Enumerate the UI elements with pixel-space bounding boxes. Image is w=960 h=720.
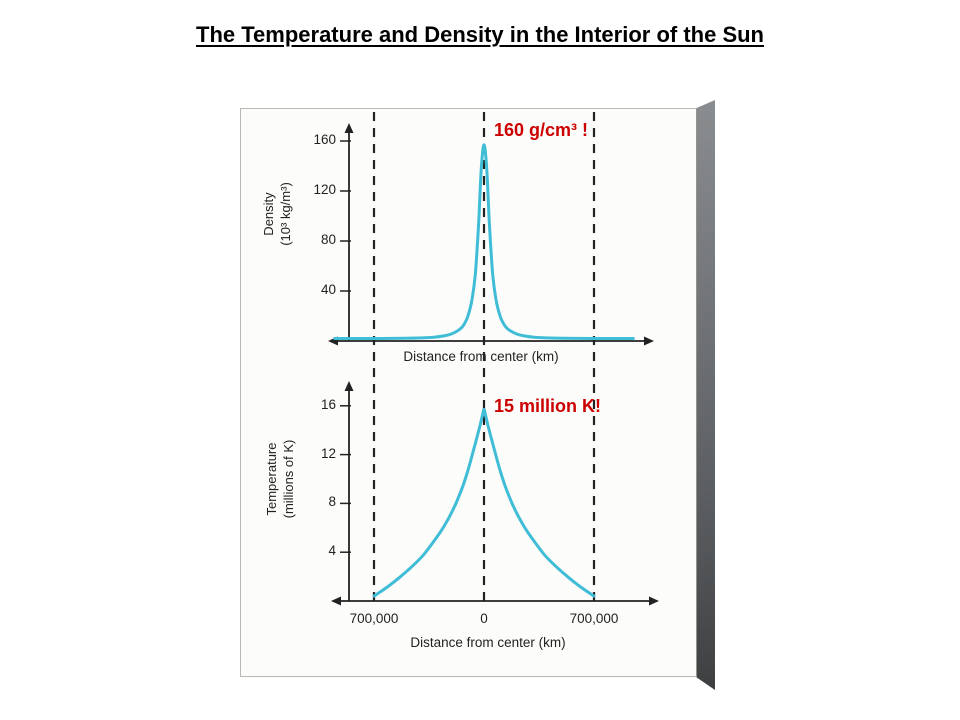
y-tick-label: 12	[320, 445, 336, 461]
axis-arrow-up	[344, 123, 354, 133]
y-tick-label: 80	[320, 232, 336, 247]
figure-paper: Density (10³ kg/m³) Distance from center…	[240, 108, 697, 677]
axis-arrow-left	[331, 596, 341, 606]
slide-title: The Temperature and Density in the Inter…	[196, 22, 764, 47]
y-tick-label: 120	[313, 182, 336, 197]
figure-3d-edge	[696, 100, 715, 690]
x-tick-label: 0	[480, 611, 488, 626]
density-y-axis-label: Density (10³ kg/m³)	[261, 182, 293, 246]
y-tick-label: 160	[313, 132, 336, 147]
temperature-peak-annotation: 15 million K!	[494, 396, 602, 416]
temperature-x-axis-label: Distance from center (km)	[410, 635, 566, 650]
x-tick-label: 700,000	[569, 611, 619, 626]
axis-arrow-up	[344, 381, 354, 391]
y-tick-label: 16	[320, 396, 336, 412]
axis-arrow-right	[644, 336, 654, 346]
density-peak-annotation: 160 g/cm³ !	[494, 120, 589, 140]
y-tick-label: 40	[320, 282, 336, 297]
axis-arrow-right	[649, 596, 659, 606]
charts-canvas	[328, 112, 659, 606]
x-tick-label: 700,000	[349, 611, 399, 626]
density-profile-curve	[333, 143, 635, 340]
y-tick-label: 4	[328, 543, 336, 559]
temperature-profile-curve	[372, 407, 596, 598]
y-tick-label: 8	[328, 494, 336, 510]
density-x-axis-label: Distance from center (km)	[403, 349, 559, 364]
temperature-y-axis-label: Temperature (millions of K)	[264, 439, 296, 519]
